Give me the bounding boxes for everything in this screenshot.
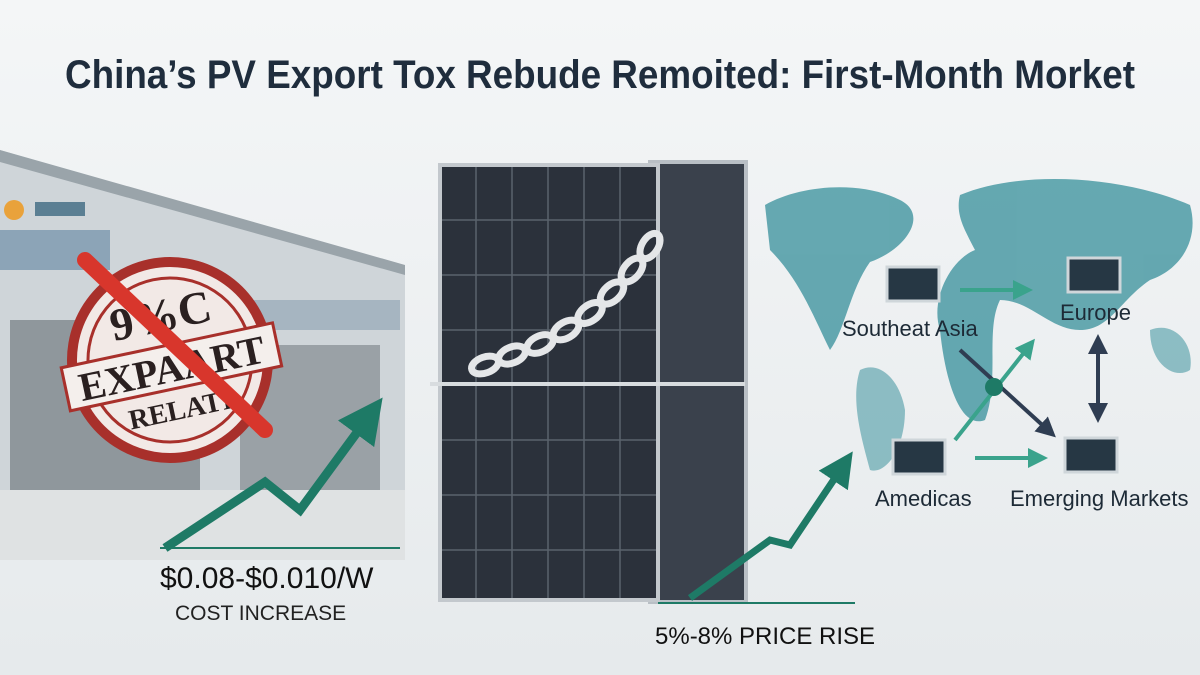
cost-arrow [162,397,383,552]
chain [468,229,664,378]
region-label: Emerging Markets [1010,486,1189,511]
region-label: Europe [1060,300,1131,325]
region-label: Amedicas [875,486,972,511]
title: China’s PV Export Tox Rebude Remoited: F… [65,53,1135,97]
stamp: 9%C EXPAART RELATI [59,257,284,463]
solar-panel [430,160,748,604]
price-rise: 5%-8% PRICE RISE [655,623,875,650]
map-arrows [953,280,1108,468]
price-arrow [687,451,853,601]
map-icons [885,256,1122,476]
cost-value: $0.08-$0.010/W [160,562,374,595]
cost-caption: COST INCREASE [175,602,346,625]
region-label: Southeat Asia [842,316,979,341]
cross-out [77,252,273,438]
